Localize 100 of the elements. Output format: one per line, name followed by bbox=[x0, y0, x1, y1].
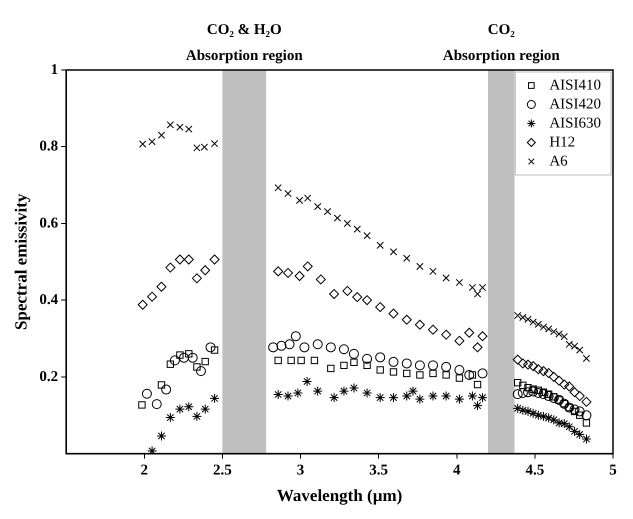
point bbox=[534, 320, 542, 328]
point bbox=[519, 314, 527, 322]
point bbox=[338, 344, 349, 354]
point bbox=[544, 412, 554, 423]
point bbox=[538, 366, 548, 376]
point bbox=[152, 399, 162, 410]
point bbox=[176, 351, 184, 359]
point bbox=[166, 360, 174, 368]
point bbox=[548, 414, 559, 425]
x-axis-title: Wavelength (µm) bbox=[276, 486, 402, 506]
point bbox=[352, 292, 362, 302]
point bbox=[274, 356, 282, 364]
point bbox=[312, 339, 323, 350]
point bbox=[188, 352, 198, 363]
point bbox=[138, 401, 146, 409]
point bbox=[302, 261, 313, 272]
point bbox=[329, 289, 340, 300]
point bbox=[416, 371, 424, 379]
point bbox=[467, 391, 478, 402]
point bbox=[283, 391, 294, 402]
point bbox=[518, 358, 528, 368]
point bbox=[388, 308, 398, 319]
point bbox=[344, 220, 352, 228]
point bbox=[273, 266, 284, 276]
point bbox=[210, 140, 218, 148]
point bbox=[464, 328, 474, 338]
point bbox=[442, 274, 450, 282]
point bbox=[184, 402, 194, 412]
point bbox=[200, 404, 210, 414]
y-tick-label: 1 bbox=[50, 62, 58, 78]
point bbox=[388, 392, 398, 403]
point bbox=[375, 352, 386, 362]
point bbox=[292, 388, 303, 398]
point bbox=[287, 356, 295, 364]
legend-label: AISI420 bbox=[549, 96, 602, 112]
point bbox=[533, 410, 544, 420]
point bbox=[363, 362, 371, 370]
x-tick-label: 3 bbox=[296, 462, 304, 478]
point bbox=[176, 123, 184, 131]
point bbox=[276, 340, 286, 351]
point bbox=[555, 330, 563, 338]
point bbox=[185, 350, 192, 358]
point bbox=[514, 378, 522, 386]
point bbox=[202, 358, 209, 366]
point bbox=[544, 368, 554, 378]
point bbox=[354, 226, 361, 233]
point bbox=[534, 386, 542, 394]
point bbox=[210, 254, 220, 264]
point bbox=[524, 316, 532, 324]
y-tick-label: 0.4 bbox=[39, 292, 59, 308]
point bbox=[514, 312, 522, 320]
point bbox=[268, 342, 278, 352]
point bbox=[468, 371, 476, 379]
point bbox=[574, 429, 585, 440]
point bbox=[454, 364, 464, 375]
point bbox=[523, 360, 534, 370]
point bbox=[327, 364, 335, 372]
point bbox=[518, 405, 528, 416]
point bbox=[512, 389, 523, 400]
point bbox=[428, 391, 438, 402]
point bbox=[139, 140, 146, 148]
point bbox=[414, 320, 425, 330]
point bbox=[165, 412, 176, 423]
point bbox=[478, 368, 488, 378]
band-label: CO₂ Absorption region bbox=[442, 22, 560, 64]
point bbox=[519, 382, 527, 389]
point bbox=[544, 390, 552, 398]
point bbox=[402, 391, 412, 402]
point bbox=[290, 331, 301, 342]
point bbox=[529, 318, 537, 326]
point bbox=[161, 384, 172, 395]
point bbox=[376, 366, 384, 374]
point bbox=[362, 354, 372, 364]
point bbox=[456, 278, 464, 286]
point bbox=[156, 430, 166, 441]
point bbox=[329, 392, 340, 403]
point bbox=[478, 331, 488, 342]
point bbox=[375, 392, 386, 403]
point bbox=[284, 190, 292, 198]
point bbox=[390, 248, 398, 256]
point bbox=[564, 381, 574, 392]
x-tick-label: 4.5 bbox=[526, 462, 544, 478]
point bbox=[348, 348, 359, 359]
y-tick-label: 0.2 bbox=[39, 368, 58, 385]
point bbox=[554, 418, 564, 428]
point bbox=[540, 323, 548, 331]
band-label: CO₂ & H₂O Absorption region bbox=[186, 22, 304, 64]
point bbox=[348, 383, 359, 394]
point bbox=[338, 386, 349, 396]
point bbox=[316, 274, 326, 284]
point bbox=[550, 328, 558, 336]
point bbox=[574, 391, 585, 402]
point bbox=[566, 340, 573, 348]
point bbox=[324, 208, 332, 216]
point bbox=[148, 138, 156, 146]
point bbox=[454, 394, 464, 404]
point bbox=[429, 268, 437, 276]
point bbox=[390, 368, 398, 376]
point bbox=[512, 403, 523, 414]
point bbox=[158, 132, 166, 139]
